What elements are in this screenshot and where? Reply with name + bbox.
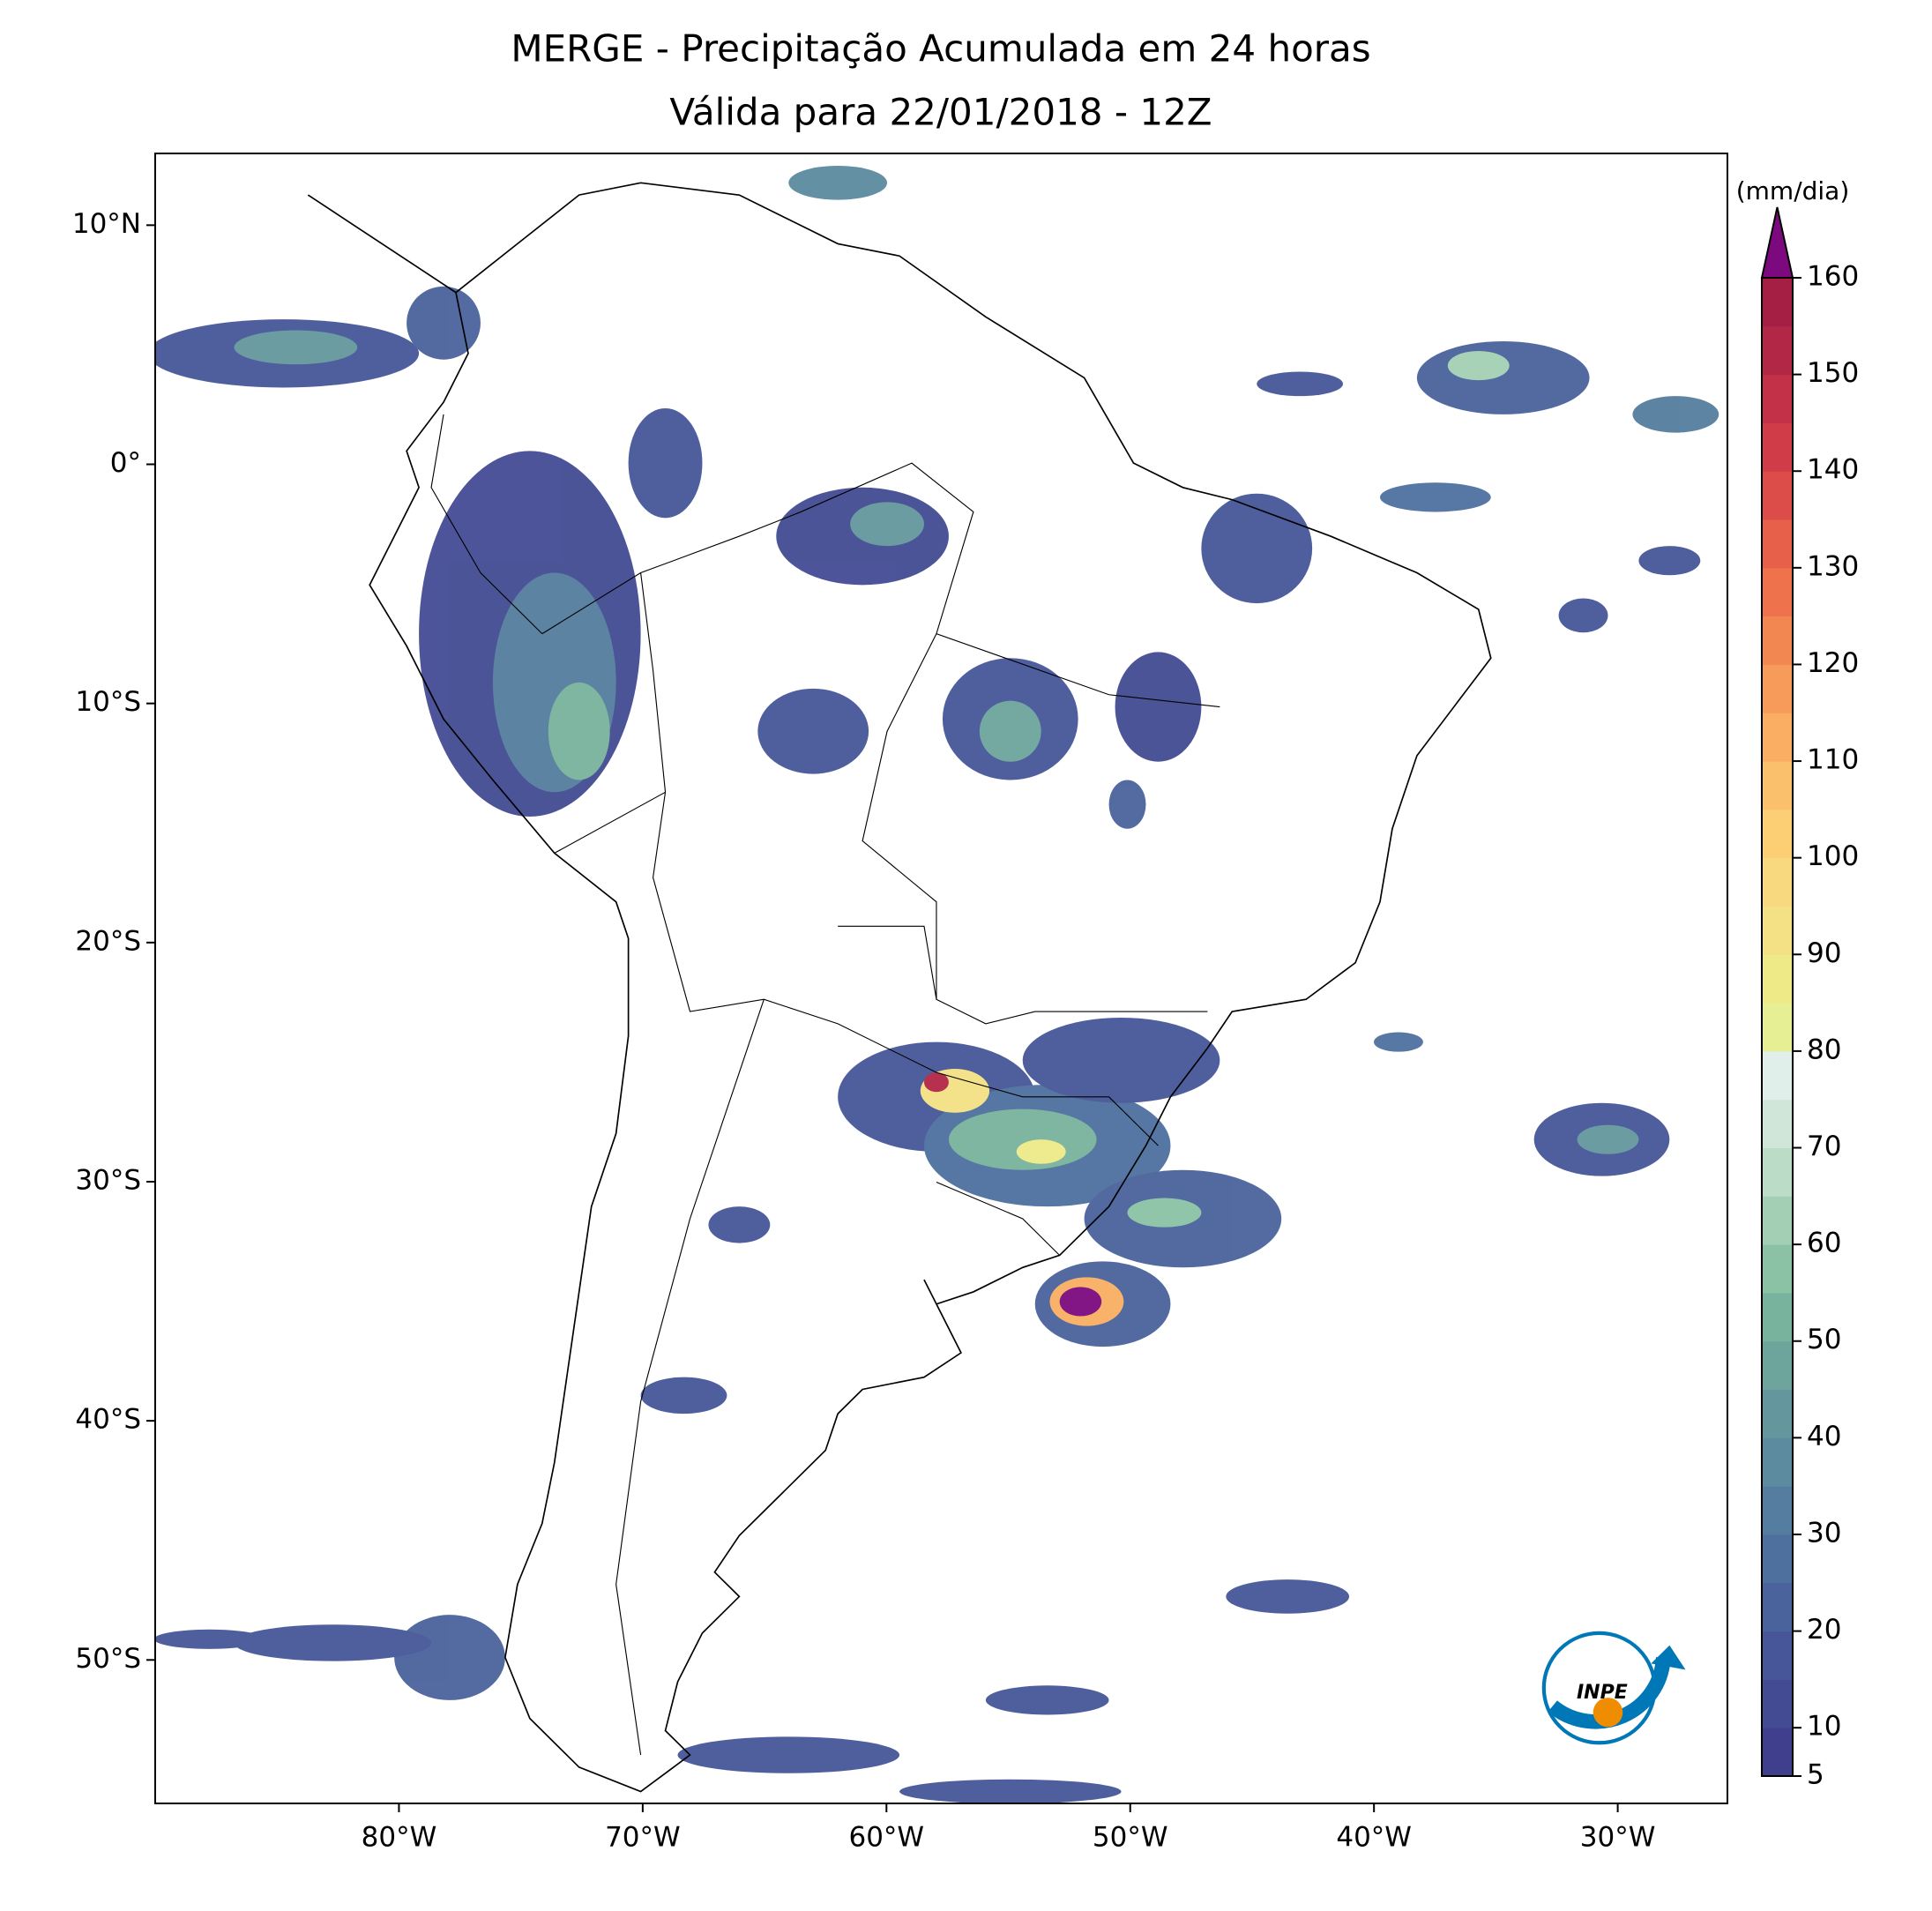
map-frame (154, 153, 1728, 1804)
colorbar-band (1762, 422, 1793, 472)
colorbar-band (1762, 471, 1793, 520)
colorbar-unit: (mm/dia) (1736, 176, 1850, 205)
colorbar-band (1762, 809, 1793, 859)
colorbar-band (1762, 1728, 1793, 1777)
colorbar-band (1762, 857, 1793, 907)
logo-text: INPE (1577, 1682, 1628, 1704)
colorbar-tick-label: 30 (1807, 1517, 1841, 1549)
colorbar-band (1762, 1099, 1793, 1149)
colorbar-band (1762, 906, 1793, 955)
y-tick-label: 10°S (75, 686, 141, 718)
y-tick-label: 30°S (75, 1164, 141, 1196)
colorbar-tick-label: 60 (1807, 1228, 1841, 1259)
colorbar-band (1762, 1679, 1793, 1728)
colorbar-tick-label: 80 (1807, 1034, 1841, 1065)
colorbar-band (1762, 325, 1793, 376)
x-tick-label: 60°W (848, 1822, 924, 1854)
colorbar-band (1762, 278, 1793, 327)
colorbar-band (1762, 519, 1793, 569)
colorbar-band (1762, 1196, 1793, 1245)
colorbar-extend (1760, 206, 1794, 279)
colorbar-tick-label: 130 (1807, 550, 1859, 582)
y-tick-label: 10°N (72, 208, 141, 240)
x-tick-label: 70°W (605, 1822, 681, 1854)
logo (1541, 1631, 1686, 1745)
precip-field (155, 165, 1719, 1803)
colorbar-tick-label: 120 (1807, 647, 1859, 679)
colorbar-tick-label: 5 (1807, 1759, 1824, 1791)
subtitle: Válida para 22/01/2018 - 12Z (669, 91, 1212, 134)
x-tick-label: 40°W (1336, 1822, 1412, 1854)
colorbar-band (1762, 1292, 1793, 1342)
colorbar-tick-label: 20 (1807, 1614, 1841, 1646)
colorbar-band (1762, 1631, 1793, 1680)
colorbar-tick-label: 40 (1807, 1421, 1841, 1452)
colorbar-tick-label: 140 (1807, 454, 1859, 486)
x-tick-label: 30°W (1580, 1822, 1656, 1854)
colorbar-band (1762, 761, 1793, 810)
colorbar-band (1762, 1340, 1793, 1391)
colorbar-tick-label: 10 (1807, 1711, 1841, 1743)
y-tick-label: 20°S (75, 925, 141, 957)
colorbar-band (1762, 713, 1793, 762)
map-area: INPE (155, 165, 1719, 1803)
colorbar-band (1762, 1003, 1793, 1052)
colorbar-tick-label: 160 (1807, 261, 1859, 293)
colorbar-band (1762, 1486, 1793, 1535)
colorbar-band (1762, 1244, 1793, 1294)
colorbar-tick-label: 150 (1807, 357, 1859, 389)
colorbar-band (1762, 616, 1793, 665)
colorbar-band (1762, 954, 1793, 1004)
colorbar-band (1762, 1437, 1793, 1487)
colorbar-tick-label: 90 (1807, 937, 1841, 969)
colorbar-band (1762, 374, 1793, 423)
title: MERGE - Precipitação Acumulada em 24 hor… (511, 27, 1370, 71)
colorbar-band (1762, 1389, 1793, 1438)
y-tick-label: 0° (110, 447, 141, 479)
colorbar-band (1762, 1147, 1793, 1197)
colorbar-tick-label: 50 (1807, 1324, 1841, 1355)
colorbar-band (1762, 1582, 1793, 1632)
x-tick-label: 50°W (1093, 1822, 1168, 1854)
y-tick-label: 50°S (75, 1643, 141, 1675)
y-tick-label: 40°S (75, 1404, 141, 1436)
colorbar-tick-label: 70 (1807, 1131, 1841, 1162)
colorbar-frame (1761, 277, 1794, 1777)
colorbar-tick-label: 100 (1807, 840, 1859, 872)
colorbar-band (1762, 567, 1793, 617)
coastline (307, 182, 1492, 1793)
colorbar-band (1762, 1050, 1793, 1101)
borders (430, 414, 1220, 1756)
colorbar-band (1762, 1534, 1793, 1584)
colorbar-tick-label: 110 (1807, 744, 1859, 776)
colorbar-band (1762, 664, 1793, 713)
x-tick-label: 80°W (362, 1822, 437, 1854)
